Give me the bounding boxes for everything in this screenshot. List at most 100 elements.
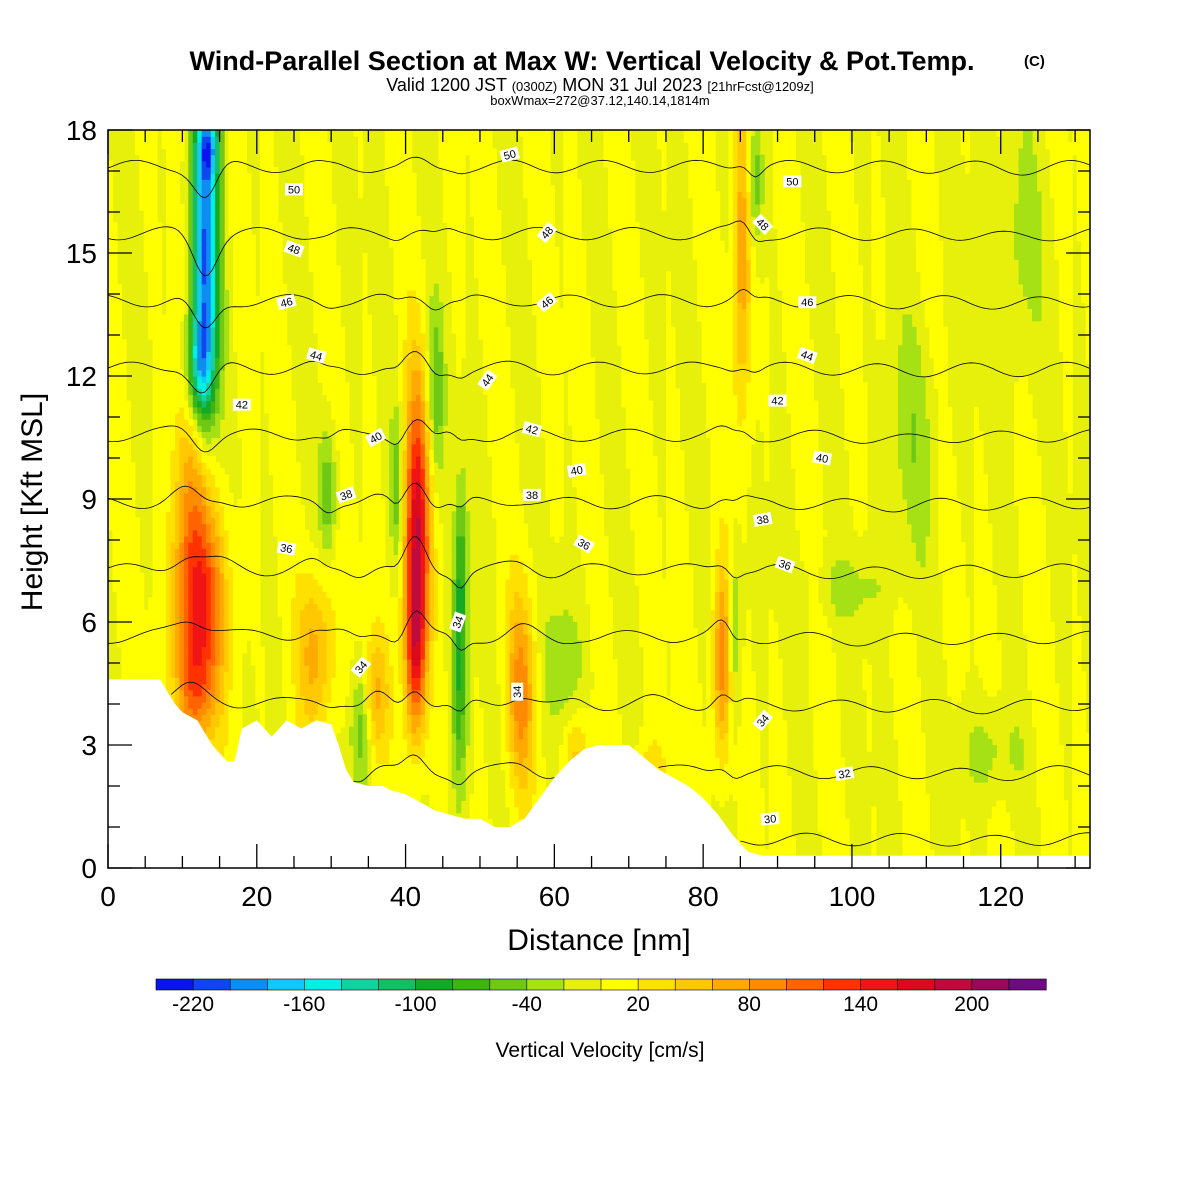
velocity-cell	[201, 369, 207, 377]
velocity-cell	[313, 166, 319, 174]
velocity-cell	[264, 308, 270, 316]
velocity-cell	[116, 517, 122, 525]
velocity-cell	[380, 548, 386, 555]
velocity-cell	[206, 320, 212, 328]
velocity-cell	[322, 166, 328, 174]
velocity-cell	[233, 277, 239, 285]
velocity-cell	[130, 597, 136, 605]
velocity-cell	[308, 603, 314, 611]
velocity-cell	[358, 726, 364, 734]
velocity-cell	[295, 462, 301, 469]
velocity-cell	[264, 197, 270, 205]
velocity-cell	[326, 683, 332, 691]
velocity-cell	[125, 431, 131, 439]
velocity-cell	[277, 406, 283, 414]
velocity-cell	[326, 714, 332, 722]
velocity-cell	[358, 130, 364, 137]
velocity-cell	[170, 449, 176, 457]
velocity-cell	[183, 406, 189, 414]
velocity-cell	[219, 474, 225, 482]
velocity-cell	[246, 394, 252, 402]
velocity-cell	[197, 622, 203, 629]
velocity-cell	[219, 689, 225, 697]
velocity-cell	[282, 394, 288, 402]
velocity-cell	[197, 646, 203, 654]
velocity-cell	[197, 259, 203, 266]
velocity-cell	[152, 382, 158, 389]
velocity-cell	[166, 357, 172, 365]
velocity-cell	[291, 486, 297, 494]
velocity-cell	[121, 665, 127, 672]
velocity-cell	[268, 179, 274, 186]
velocity-cell	[344, 542, 350, 549]
velocity-cell	[192, 542, 198, 549]
velocity-cell	[233, 240, 239, 248]
velocity-cell	[322, 320, 328, 328]
velocity-cell	[241, 640, 247, 648]
velocity-cell	[134, 585, 140, 592]
velocity-cell	[139, 185, 145, 193]
velocity-cell	[179, 622, 185, 629]
velocity-cell	[255, 339, 261, 346]
velocity-cell	[241, 499, 247, 506]
velocity-cell	[304, 209, 310, 217]
velocity-cell	[291, 597, 297, 605]
velocity-cell	[237, 714, 243, 722]
velocity-cell	[161, 443, 167, 451]
velocity-cell	[157, 462, 163, 469]
velocity-cell	[375, 738, 381, 746]
velocity-cell	[108, 400, 114, 408]
velocity-cell	[331, 572, 337, 580]
velocity-cell	[389, 726, 395, 734]
velocity-cell	[197, 695, 203, 703]
velocity-cell	[362, 757, 368, 765]
velocity-cell	[375, 468, 381, 475]
velocity-cell	[175, 412, 181, 420]
velocity-cell	[233, 136, 239, 143]
velocity-cell	[268, 314, 274, 322]
velocity-cell	[197, 443, 203, 451]
velocity-cell	[246, 203, 252, 211]
velocity-cell	[295, 511, 301, 519]
velocity-cell	[380, 738, 386, 746]
velocity-cell	[197, 714, 203, 722]
velocity-cell	[166, 209, 172, 217]
velocity-cell	[192, 517, 198, 525]
velocity-cell	[206, 474, 212, 482]
velocity-cell	[362, 382, 368, 389]
velocity-cell	[380, 775, 386, 783]
velocity-cell	[371, 376, 377, 383]
velocity-cell	[183, 449, 189, 457]
velocity-cell	[179, 702, 185, 709]
velocity-cell	[282, 585, 288, 592]
velocity-cell	[112, 351, 118, 359]
velocity-cell	[197, 148, 203, 156]
velocity-cell	[322, 289, 328, 297]
velocity-cell	[335, 419, 341, 426]
velocity-cell	[237, 628, 243, 635]
velocity-cell	[179, 505, 185, 512]
velocity-cell	[286, 695, 292, 703]
velocity-cell	[215, 683, 221, 691]
velocity-cell	[353, 714, 359, 722]
velocity-cell	[210, 554, 216, 562]
velocity-cell	[349, 554, 355, 562]
velocity-cell	[233, 166, 239, 174]
velocity-cell	[250, 517, 256, 525]
velocity-cell	[322, 228, 328, 236]
velocity-cell	[121, 437, 127, 445]
velocity-cell	[215, 542, 221, 549]
velocity-cell	[201, 289, 207, 297]
velocity-cell	[201, 357, 207, 365]
velocity-cell	[331, 492, 337, 500]
velocity-cell	[250, 339, 256, 346]
velocity-cell	[201, 683, 207, 691]
velocity-cell	[286, 677, 292, 685]
velocity-cell	[192, 714, 198, 722]
velocity-cell	[157, 468, 163, 475]
velocity-cell	[358, 160, 364, 168]
velocity-cell	[183, 419, 189, 426]
velocity-cell	[170, 228, 176, 236]
velocity-cell	[134, 622, 140, 629]
velocity-cell	[237, 191, 243, 199]
